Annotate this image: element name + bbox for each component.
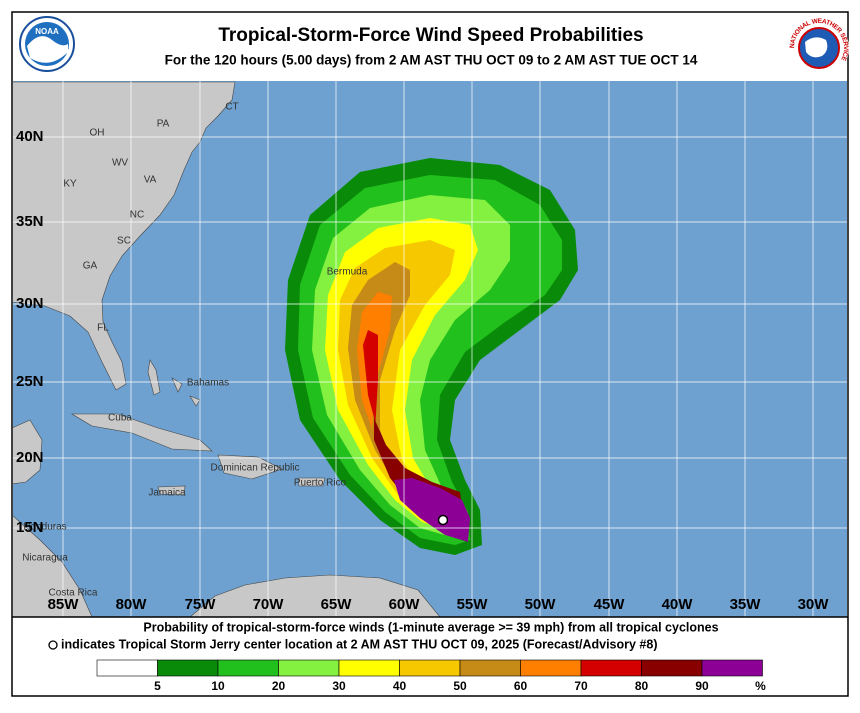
legend-label: 50 bbox=[453, 679, 467, 693]
place-label: Nicaragua bbox=[22, 553, 68, 564]
place-labels: CT PA OH WV VA KY NC SC GA FL Bermuda Bahamas Cuba Ja… bbox=[22, 102, 368, 599]
place-label: Bahamas bbox=[187, 378, 229, 389]
lat-label: 30N bbox=[16, 295, 44, 312]
place-label: Honduras bbox=[23, 522, 66, 533]
lat-label: 35N bbox=[16, 213, 44, 230]
legend-swatch bbox=[399, 659, 461, 677]
legend-label: 40 bbox=[393, 679, 407, 693]
map: CT PA OH WV VA KY NC SC GA FL Bermuda Bahamas Cuba Ja… bbox=[13, 81, 847, 617]
lat-label: 25N bbox=[16, 373, 44, 390]
legend-swatch bbox=[641, 659, 703, 677]
legend-swatch bbox=[580, 659, 642, 677]
place-label: Dominican Republic bbox=[211, 463, 300, 474]
legend-label: 90 bbox=[695, 679, 709, 693]
place-label: CT bbox=[225, 102, 238, 113]
place-label: KY bbox=[63, 179, 77, 190]
place-label: Costa Rica bbox=[49, 588, 98, 599]
lon-label: 40W bbox=[662, 596, 694, 613]
lon-label: 30W bbox=[798, 596, 830, 613]
lon-label: 50W bbox=[525, 596, 557, 613]
place-label: Jamaica bbox=[148, 488, 186, 499]
legend-swatch bbox=[217, 659, 279, 677]
legend-label: 10 bbox=[211, 679, 225, 693]
legend-unit: % bbox=[755, 679, 766, 693]
legend-swatch bbox=[96, 659, 158, 677]
legend-swatch bbox=[278, 659, 340, 677]
place-label: Puerto Rico bbox=[294, 478, 347, 489]
probability-swath bbox=[285, 158, 578, 555]
legend-swatch bbox=[701, 659, 763, 677]
subtitle: For the 120 hours (5.00 days) from 2 AM … bbox=[165, 53, 698, 68]
lon-label: 35W bbox=[730, 596, 762, 613]
place-label: GA bbox=[83, 261, 98, 272]
footer-line: Probability of tropical-storm-force wind… bbox=[143, 620, 718, 634]
lat-label: 20N bbox=[16, 449, 44, 466]
place-label: FL bbox=[97, 323, 109, 334]
legend-label: 70 bbox=[574, 679, 588, 693]
land bbox=[13, 81, 441, 617]
legend-swatch bbox=[520, 659, 582, 677]
place-label: WV bbox=[112, 158, 128, 169]
legend-swatch bbox=[157, 659, 219, 677]
legend-label: 60 bbox=[514, 679, 528, 693]
place-label: VA bbox=[144, 175, 157, 186]
graticule-labels: 40N 35N 30N 25N 20N 15N 85W 80W 75W 70W 65W 60W 55W 5… bbox=[16, 128, 829, 613]
legend-label: 80 bbox=[635, 679, 649, 693]
probability-band bbox=[394, 478, 470, 542]
logo-text: NOAA bbox=[35, 27, 59, 36]
lon-label: 80W bbox=[116, 596, 148, 613]
graticule bbox=[13, 81, 847, 617]
lon-label: 75W bbox=[185, 596, 217, 613]
legend-label: 5 bbox=[154, 679, 161, 693]
legend-label: 30 bbox=[332, 679, 346, 693]
legend-swatch bbox=[459, 659, 521, 677]
place-label: SC bbox=[117, 236, 131, 247]
nws-logo: NATIONAL WEATHER SERVICE bbox=[789, 17, 849, 78]
place-label: OH bbox=[90, 128, 105, 139]
footer-line: indicates Tropical Storm Jerry center lo… bbox=[61, 637, 657, 651]
noaa-logo: NOAA bbox=[19, 16, 75, 72]
lat-label: 15N bbox=[16, 519, 44, 536]
title: Tropical-Storm-Force Wind Speed Probabil… bbox=[218, 25, 643, 46]
lon-label: 65W bbox=[321, 596, 353, 613]
storm-center bbox=[437, 514, 449, 526]
legend: 5 10 20 30 40 50 60 70 80 90% bbox=[96, 659, 766, 693]
legend-label: 20 bbox=[272, 679, 286, 693]
lat-label: 40N bbox=[16, 128, 44, 145]
lon-label: 70W bbox=[253, 596, 285, 613]
lon-label: 85W bbox=[48, 596, 80, 613]
place-label: NC bbox=[130, 210, 144, 221]
legend-swatch bbox=[338, 659, 400, 677]
place-label: PA bbox=[157, 119, 170, 130]
lon-label: 45W bbox=[594, 596, 626, 613]
storm-icon bbox=[48, 640, 58, 650]
lon-label: 55W bbox=[457, 596, 489, 613]
place-label: Cuba bbox=[108, 413, 132, 424]
probability-band bbox=[357, 292, 446, 520]
lon-label: 60W bbox=[389, 596, 421, 613]
place-label: Bermuda bbox=[327, 267, 368, 278]
